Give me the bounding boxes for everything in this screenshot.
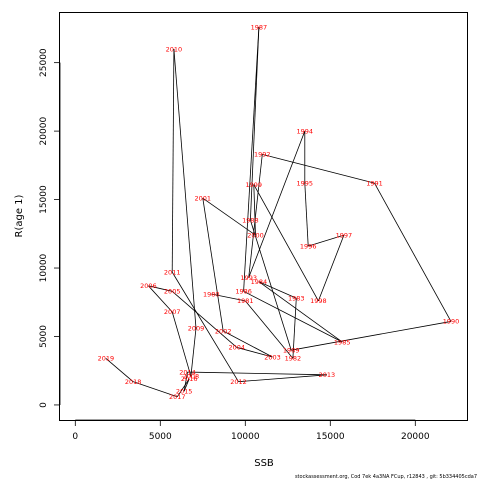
x-axis: 0 5000 10000 15000 20000 [72,419,430,442]
y-tick-label: 20000 [39,117,49,146]
path-segment-2012-2013 [238,374,327,383]
year-point-2017: 2017 [169,393,186,401]
year-point-1983: 1983 [288,294,305,302]
plot-frame [59,12,468,421]
path-segment-1983-1984 [258,281,297,299]
path-segment-1988-1989 [250,219,292,351]
path-segment-1989-1990 [291,321,452,351]
year-point-2011: 2011 [164,268,181,276]
path-segment-1991-1992 [262,154,375,184]
path-segment-1990-1991 [374,182,452,322]
year-point-2001: 2001 [195,195,212,203]
path-segment-2018-2019 [105,358,134,382]
year-point-2008: 2008 [183,372,200,380]
path-segment-2001-2002 [202,198,224,332]
path-segment-2006-2007 [148,285,173,313]
year-point-2006: 2006 [140,282,157,290]
year-point-2005: 2005 [164,288,181,296]
year-point-2010: 2010 [166,45,183,53]
path-segment-1993-1994 [248,130,306,278]
year-point-1993: 1993 [240,274,257,282]
path-segment-2005-2006 [148,285,173,292]
path-segment-2016-2017 [176,378,190,397]
x-tick-label: 10000 [231,432,260,442]
year-point-2013: 2013 [319,371,336,379]
path-segment-2013-2014 [187,371,327,376]
y-tick-label: 10000 [39,253,49,282]
x-tick-label: 0 [72,432,78,442]
path-segment-1998-1999 [253,184,319,302]
path-segment-1980-1981 [211,293,246,302]
path-segment-1987-1988 [250,27,260,221]
path-segment-1985-1986 [243,290,343,343]
year-point-1986: 1986 [235,288,252,296]
year-point-1990: 1990 [443,318,460,326]
year-point-1989: 1989 [283,346,300,354]
path-segment-1997-1998 [318,235,345,302]
path-segment-2011-2012 [171,271,239,382]
year-point-1996: 1996 [300,242,317,250]
year-point-2009: 2009 [188,325,205,333]
x-tick-label: 5000 [149,432,172,442]
year-point-2003: 2003 [264,353,281,361]
y-tick-label: 0 [39,402,49,408]
path-segment-2017-2018 [132,381,178,398]
path-segment-2007-2008 [171,311,192,377]
path-segment-2009-2010 [173,48,197,329]
year-point-1981: 1981 [237,297,254,305]
path-segment-1996-1997 [308,234,345,247]
year-point-2002: 2002 [215,327,232,335]
x-tick-label: 15000 [316,432,345,442]
x-axis-title: SSB [254,458,274,469]
path-segment-2000-2001 [202,197,256,236]
year-point-2016: 2016 [181,375,198,383]
year-point-2000: 2000 [247,231,264,239]
path-segment-2002-2003 [223,330,273,358]
year-point-1997: 1997 [336,231,353,239]
x-tick-label: 20000 [401,432,430,442]
year-point-1995: 1995 [297,179,314,187]
y-tick-label: 15000 [39,185,49,214]
path-segment-2003-2004 [236,347,273,358]
year-point-2007: 2007 [164,308,181,316]
year-point-2014: 2014 [179,368,196,376]
year-point-1984: 1984 [251,278,268,286]
year-point-2015: 2015 [176,388,193,396]
path-segment-2015-2016 [183,378,190,392]
year-point-2018: 2018 [125,378,142,386]
footnote: stockassessment.org, Cod 7ek 4a3NA FCup,… [295,474,477,480]
year-point-1988: 1988 [242,216,259,224]
path-segment-1986-1987 [243,27,260,292]
year-point-1980: 1980 [203,290,220,298]
y-tick-label: 5000 [39,325,49,348]
y-tick-label: 25000 [39,48,49,77]
year-point-1985: 1985 [334,338,351,346]
year-point-1982: 1982 [285,355,302,363]
year-point-1987: 1987 [251,23,268,31]
path-segment-1999-2000 [253,184,256,236]
year-point-1994: 1994 [297,127,314,135]
year-point-2004: 2004 [229,344,246,352]
year-point-1991: 1991 [366,179,383,187]
path-segment-2008-2009 [190,328,197,377]
year-point-1992: 1992 [254,151,271,159]
year-point-2012: 2012 [230,378,247,386]
path-segment-1995-1996 [304,183,309,247]
year-labels: 1980 1981 1982 1983 1984 1985 1986 1987 1988 1989… [98,23,460,401]
path-segment-2004-2005 [171,291,238,348]
y-axis-title: R(age 1) [14,194,25,237]
year-point-2019: 2019 [98,355,115,363]
y-axis: 0 5000 10000 15000 20000 25000 [39,48,61,408]
path-segment-2014-2015 [183,372,188,392]
year-point-1999: 1999 [246,181,263,189]
connecting-path [105,27,452,398]
path-segment-1981-1982 [244,300,294,359]
path-segment-2010-2011 [171,48,175,273]
year-point-1998: 1998 [310,297,327,305]
path-segment-1992-1993 [248,154,263,278]
